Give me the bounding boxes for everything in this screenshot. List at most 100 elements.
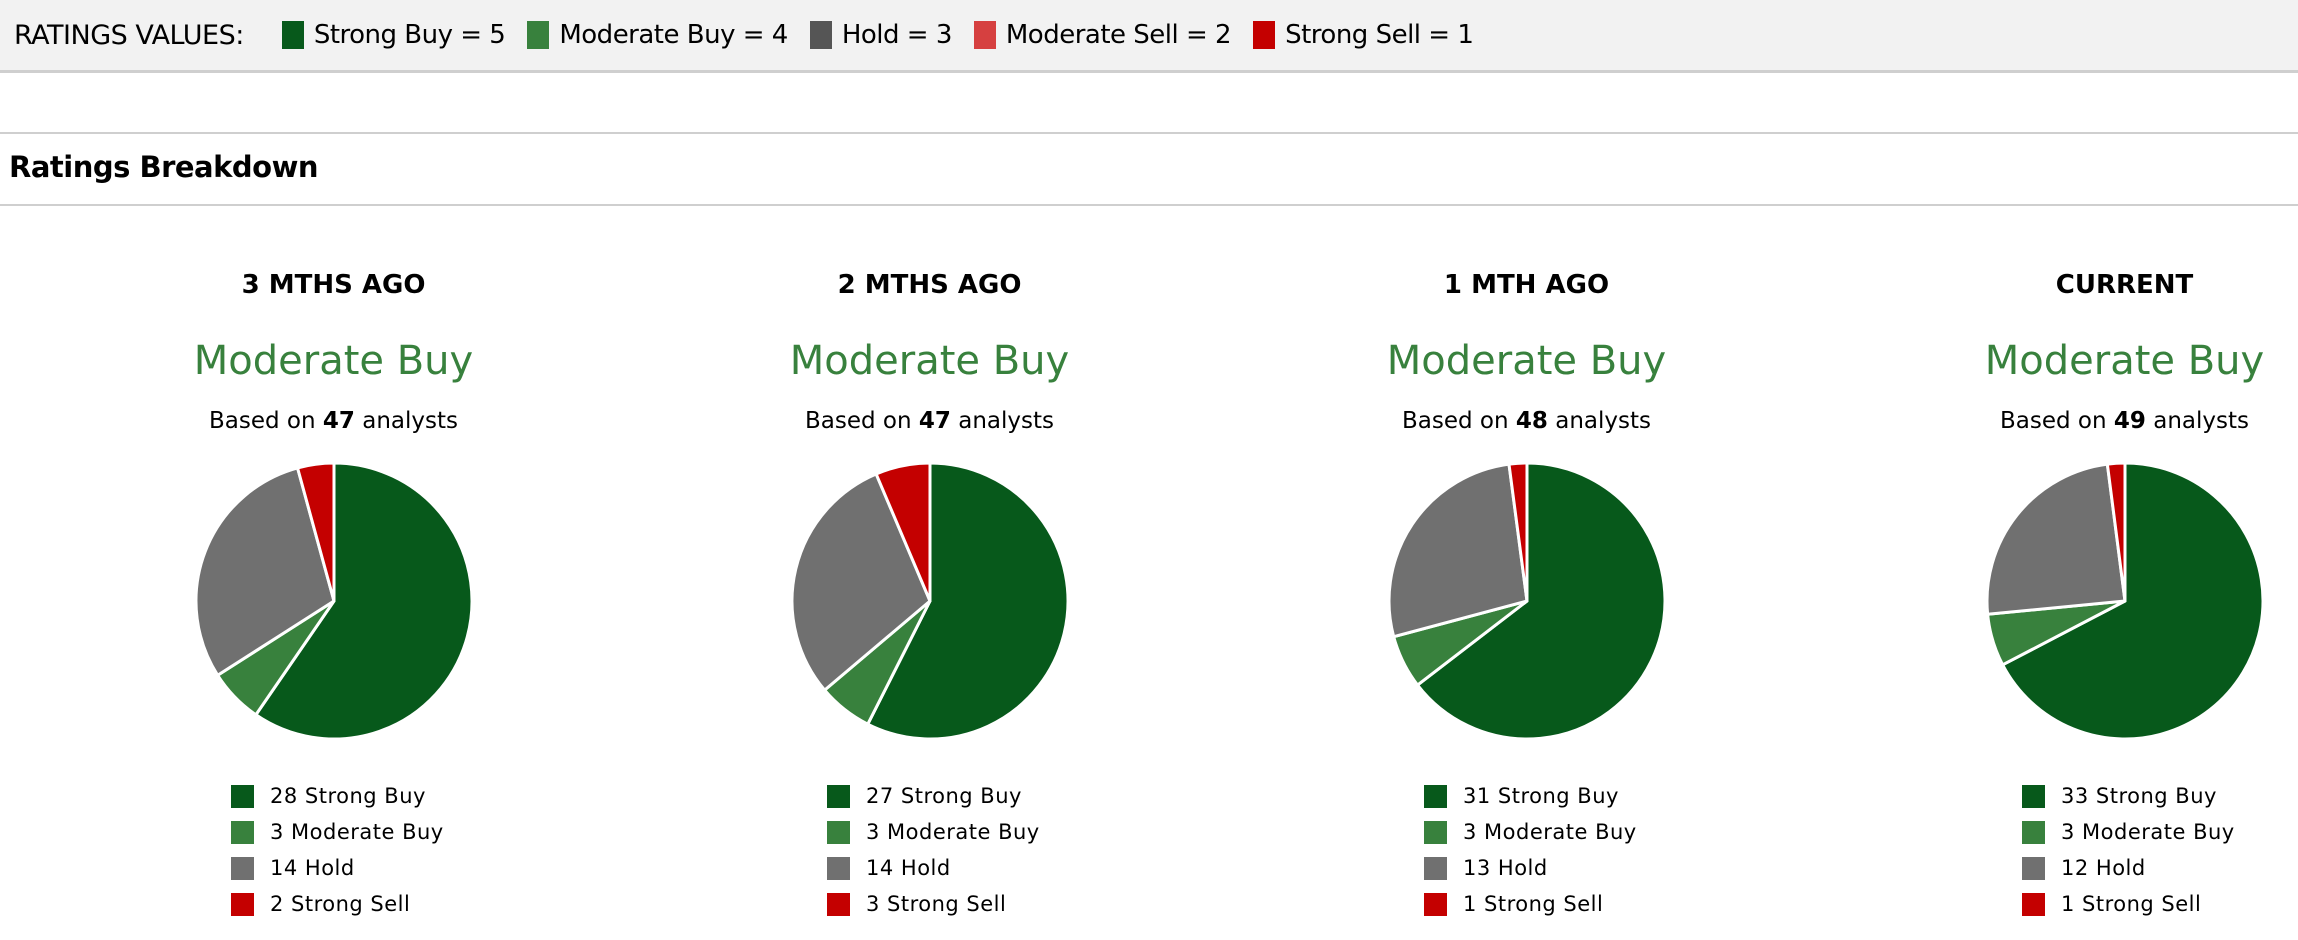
- legend-item: 3 Moderate Buy: [231, 814, 632, 850]
- pie-legend: 31 Strong Buy 3 Moderate Buy 13 Hold 1 Stro…: [1424, 778, 1825, 922]
- legend-label: 27 Strong Buy: [866, 784, 1022, 808]
- divider: [0, 132, 2298, 134]
- rating-value-item: Strong Sell = 1: [1253, 20, 1474, 50]
- legend-label: 3 Moderate Buy: [866, 820, 1040, 844]
- analyst-number: 47: [322, 408, 355, 434]
- analyst-number: 49: [2113, 408, 2146, 434]
- rating-period-column: 3 MTHS AGO Moderate Buy Based on 47 anal…: [35, 260, 632, 922]
- legend-swatch: [827, 856, 850, 880]
- analyst-number: 47: [918, 408, 951, 434]
- legend-swatch: [231, 856, 254, 880]
- legend-item: 13 Hold: [1424, 850, 1825, 886]
- pie-slice-strong-sell[interactable]: [1506, 461, 1528, 603]
- legend-item: 28 Strong Buy: [231, 778, 632, 814]
- pie-slice-strong-buy[interactable]: [2000, 461, 2264, 741]
- legend-item: 27 Strong Buy: [827, 778, 1228, 814]
- analyst-count: Based on 47 analysts: [631, 408, 1228, 434]
- pie-slice-hold[interactable]: [1985, 462, 2126, 616]
- legend-item: 3 Moderate Buy: [827, 814, 1228, 850]
- consensus-rating: Moderate Buy: [1984, 338, 2265, 384]
- legend-swatch: [231, 784, 254, 808]
- legend-swatch: [827, 784, 850, 808]
- legend-item: 14 Hold: [827, 850, 1228, 886]
- legend-label: 28 Strong Buy: [270, 784, 426, 808]
- legend-swatch: [2022, 784, 2045, 808]
- legend-label: 14 Hold: [270, 856, 355, 880]
- consensus-rating: Moderate Buy: [193, 338, 474, 384]
- legend-label: 31 Strong Buy: [1463, 784, 1619, 808]
- rating-value-item: Moderate Sell = 2: [973, 20, 1232, 50]
- legend-swatch: [827, 820, 850, 844]
- legend-item: 12 Hold: [2022, 850, 2298, 886]
- pie-chart: [790, 461, 1069, 741]
- section-title: Ratings Breakdown: [9, 150, 319, 184]
- consensus-rating: Moderate Buy: [1386, 338, 1667, 384]
- legend-item: 33 Strong Buy: [2022, 778, 2298, 814]
- legend-item: 2 Strong Sell: [231, 886, 632, 922]
- pie-slice-hold[interactable]: [790, 472, 931, 692]
- pie-chart: [1387, 461, 1666, 741]
- analyst-count: Based on 47 analysts: [35, 408, 632, 434]
- color-swatch: [527, 21, 550, 49]
- ratings-values-bar: RATINGS VALUES: Strong Buy = 5 Moderate B…: [0, 0, 2298, 73]
- pie-slice-strong-sell[interactable]: [295, 461, 335, 603]
- based-prefix: Based on: [2000, 408, 2107, 434]
- legend-swatch: [1424, 820, 1447, 844]
- legend-item: 3 Strong Sell: [827, 886, 1228, 922]
- legend-label: 3 Moderate Buy: [270, 820, 444, 844]
- based-prefix: Based on: [209, 408, 316, 434]
- legend-swatch: [1424, 856, 1447, 880]
- legend-label: 33 Strong Buy: [2061, 784, 2217, 808]
- rating-value-item: Strong Buy = 5: [281, 20, 506, 50]
- rating-value-label: Moderate Buy = 4: [559, 20, 788, 50]
- legend-label: 3 Strong Sell: [866, 892, 1007, 916]
- legend-label: 3 Moderate Buy: [2061, 820, 2235, 844]
- legend-label: 12 Hold: [2061, 856, 2146, 880]
- analyst-count: Based on 49 analysts: [1826, 408, 2298, 434]
- legend-label: 3 Moderate Buy: [1463, 820, 1637, 844]
- pie-slice-strong-sell[interactable]: [2105, 461, 2126, 603]
- consensus-rating: Moderate Buy: [789, 338, 1070, 384]
- pie-slice-strong-buy[interactable]: [865, 461, 1069, 741]
- rating-value-label: Moderate Sell = 2: [1005, 20, 1232, 50]
- legend-swatch: [827, 892, 850, 916]
- based-suffix: analysts: [2153, 408, 2249, 434]
- based-suffix: analysts: [1555, 408, 1651, 434]
- legend-label: 13 Hold: [1463, 856, 1548, 880]
- rating-period-column: 1 MTH AGO Moderate Buy Based on 48 analy…: [1228, 260, 1825, 922]
- legend-label: 1 Strong Sell: [1463, 892, 1604, 916]
- rating-value-item: Moderate Buy = 4: [527, 20, 788, 50]
- legend-item: 1 Strong Sell: [2022, 886, 2298, 922]
- pie-slice-strong-sell[interactable]: [874, 461, 931, 603]
- analyst-count: Based on 48 analysts: [1228, 408, 1825, 434]
- rating-period-column: 2 MTHS AGO Moderate Buy Based on 47 anal…: [631, 260, 1228, 922]
- legend-swatch: [1424, 784, 1447, 808]
- rating-value-item: Hold = 3: [809, 20, 953, 50]
- color-swatch: [1253, 21, 1276, 49]
- color-swatch: [973, 21, 996, 49]
- divider: [0, 204, 2298, 206]
- legend-swatch: [1424, 892, 1447, 916]
- period-title: CURRENT: [2055, 270, 2194, 300]
- period-title: 3 MTHS AGO: [241, 270, 426, 300]
- pie-slice-strong-buy[interactable]: [1415, 461, 1666, 741]
- period-title: 1 MTH AGO: [1443, 270, 1610, 300]
- rating-value-label: Strong Buy = 5: [313, 20, 506, 50]
- rating-value-label: Strong Sell = 1: [1285, 20, 1474, 50]
- pie-legend: 28 Strong Buy 3 Moderate Buy 14 Hold 2 Stro…: [231, 778, 632, 922]
- pie-legend: 27 Strong Buy 3 Moderate Buy 14 Hold 3 Stro…: [827, 778, 1228, 922]
- rating-value-label: Hold = 3: [841, 20, 953, 50]
- rating-period-column: CURRENT Moderate Buy Based on 49 analyst…: [1826, 260, 2298, 922]
- based-prefix: Based on: [805, 408, 912, 434]
- color-swatch: [809, 21, 832, 49]
- pie-slice-hold[interactable]: [1387, 462, 1528, 639]
- based-suffix: analysts: [958, 408, 1054, 434]
- legend-item: 3 Moderate Buy: [2022, 814, 2298, 850]
- pie-chart: [1985, 461, 2264, 741]
- legend-swatch: [231, 820, 254, 844]
- legend-item: 31 Strong Buy: [1424, 778, 1825, 814]
- pie-chart: [194, 461, 473, 741]
- pie-slice-hold[interactable]: [194, 466, 335, 677]
- pie-slice-strong-buy[interactable]: [253, 461, 473, 741]
- legend-item: 1 Strong Sell: [1424, 886, 1825, 922]
